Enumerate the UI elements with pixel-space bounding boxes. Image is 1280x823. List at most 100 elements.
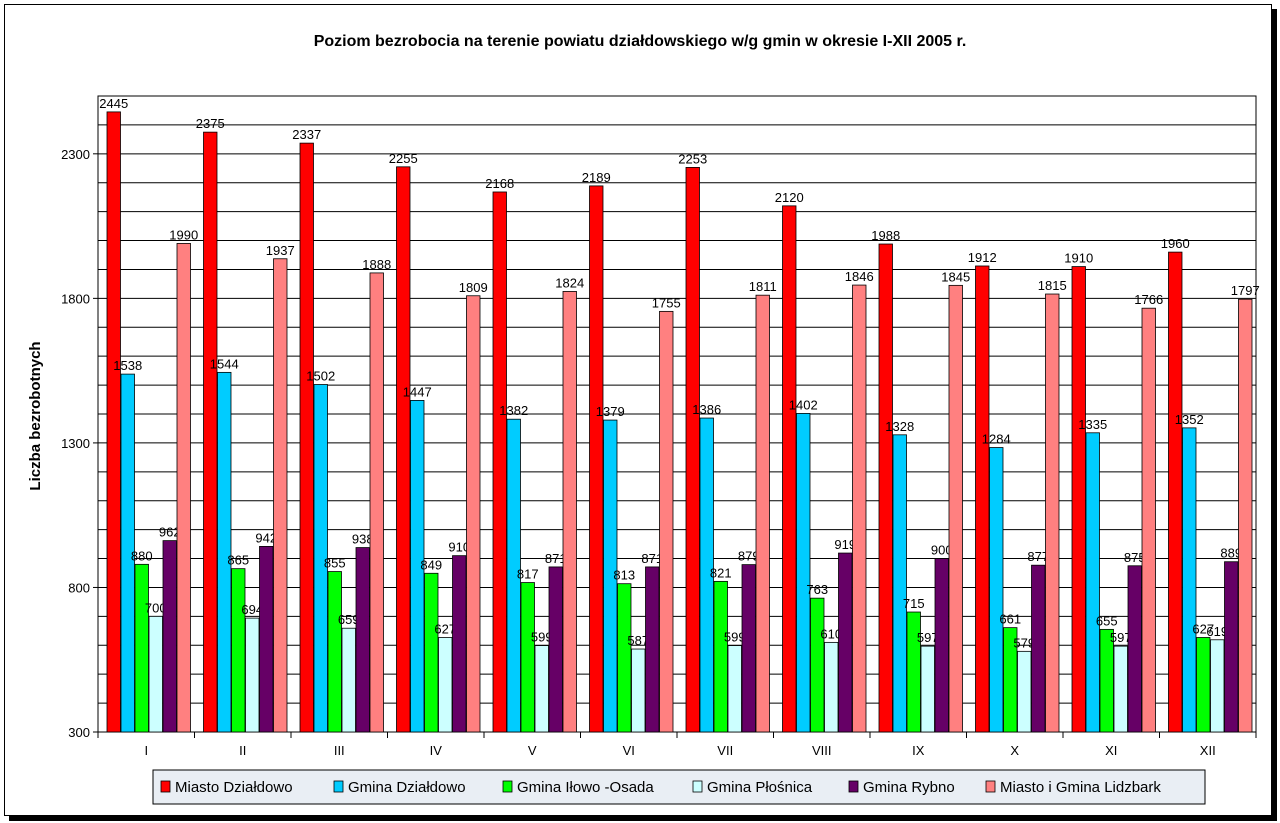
data-label: 715 xyxy=(903,596,925,611)
x-tick-label: II xyxy=(239,743,246,758)
data-label: 2120 xyxy=(775,190,804,205)
bar xyxy=(699,417,714,733)
data-label: 1502 xyxy=(306,369,335,384)
bar xyxy=(492,191,507,733)
bar xyxy=(810,597,825,733)
data-label: 2189 xyxy=(582,170,611,185)
bar xyxy=(1196,637,1211,733)
x-tick-label: VIII xyxy=(812,743,832,758)
data-label: 1544 xyxy=(210,356,239,371)
data-label: 1402 xyxy=(789,397,818,412)
data-label: 1797 xyxy=(1231,283,1260,298)
bar xyxy=(838,552,853,733)
data-label: 880 xyxy=(131,548,153,563)
legend-label: Gmina Płośnica xyxy=(707,779,813,796)
legend-swatch xyxy=(848,780,859,793)
data-label: 1937 xyxy=(266,243,295,258)
data-label: 1382 xyxy=(499,403,528,418)
bar xyxy=(217,371,232,733)
legend-swatch xyxy=(333,780,344,793)
bar xyxy=(948,284,963,733)
x-tick-label: V xyxy=(528,743,537,758)
bar xyxy=(355,547,370,733)
x-tick-label: IX xyxy=(912,743,925,758)
bar xyxy=(852,284,867,733)
bar xyxy=(645,566,660,733)
data-label: 694 xyxy=(241,602,263,617)
data-label: 1888 xyxy=(362,257,391,272)
data-label: 871 xyxy=(545,551,567,566)
bar xyxy=(299,142,314,733)
data-label: 1990 xyxy=(169,227,198,242)
legend-box xyxy=(152,769,1206,805)
bar xyxy=(313,384,328,733)
bar xyxy=(452,555,467,733)
data-label: 655 xyxy=(1096,613,1118,628)
data-label: 627 xyxy=(434,621,456,636)
bar xyxy=(438,637,453,733)
bar xyxy=(631,648,646,733)
data-label: 610 xyxy=(820,626,842,641)
data-label: 877 xyxy=(1027,549,1049,564)
bar xyxy=(1085,432,1100,733)
data-label: 919 xyxy=(834,537,856,552)
bar xyxy=(659,310,674,733)
bar xyxy=(562,291,577,733)
bar xyxy=(259,546,274,733)
bar xyxy=(120,373,135,733)
bar xyxy=(906,611,921,733)
bar xyxy=(892,434,907,733)
data-label: 1386 xyxy=(692,402,721,417)
data-label: 2168 xyxy=(485,176,514,191)
bar xyxy=(989,447,1004,733)
x-tick-label: X xyxy=(1010,743,1019,758)
bar xyxy=(245,617,260,733)
bar xyxy=(1224,561,1239,733)
data-label: 763 xyxy=(806,582,828,597)
bar xyxy=(1031,564,1046,733)
x-tick-label: I xyxy=(144,743,148,758)
bar xyxy=(1182,427,1197,733)
bar xyxy=(685,167,700,733)
data-label: 813 xyxy=(613,568,635,583)
data-label: 855 xyxy=(324,556,346,571)
bar xyxy=(741,564,756,733)
data-label: 597 xyxy=(1110,630,1132,645)
bar xyxy=(617,583,632,733)
data-label: 599 xyxy=(724,630,746,645)
bar xyxy=(424,572,439,733)
bar xyxy=(520,582,535,733)
data-label: 821 xyxy=(710,565,732,580)
bar xyxy=(1127,565,1142,733)
bar xyxy=(824,641,839,733)
data-label: 1845 xyxy=(941,269,970,284)
bar xyxy=(534,645,549,733)
bar xyxy=(1113,645,1128,733)
data-label: 871 xyxy=(641,551,663,566)
data-label: 1809 xyxy=(459,280,488,295)
bar xyxy=(231,568,246,733)
data-label: 597 xyxy=(917,630,939,645)
bar xyxy=(975,265,990,733)
x-tick-label: III xyxy=(334,743,345,758)
data-label: 2375 xyxy=(196,116,225,131)
legend-label: Gmina Działdowo xyxy=(348,779,466,796)
bar xyxy=(727,645,742,733)
data-label: 1328 xyxy=(885,419,914,434)
data-label: 661 xyxy=(999,612,1021,627)
bar xyxy=(410,400,425,733)
data-label: 2253 xyxy=(678,151,707,166)
bar xyxy=(134,563,149,733)
bar xyxy=(548,566,563,733)
data-label: 1766 xyxy=(1134,292,1163,307)
y-tick-label: 2300 xyxy=(61,147,90,162)
bar xyxy=(713,580,728,733)
y-tick-label: 800 xyxy=(68,580,90,595)
plot-area: 300 800 1300 1800 2300 I 2445 1538 880 700 962 1990… xyxy=(61,95,1260,758)
data-label: 938 xyxy=(352,532,374,547)
data-label: 619 xyxy=(1206,624,1228,639)
legend-label: Miasto Działdowo xyxy=(175,779,293,796)
data-label: 1379 xyxy=(596,404,625,419)
y-tick-label: 1800 xyxy=(61,291,90,306)
